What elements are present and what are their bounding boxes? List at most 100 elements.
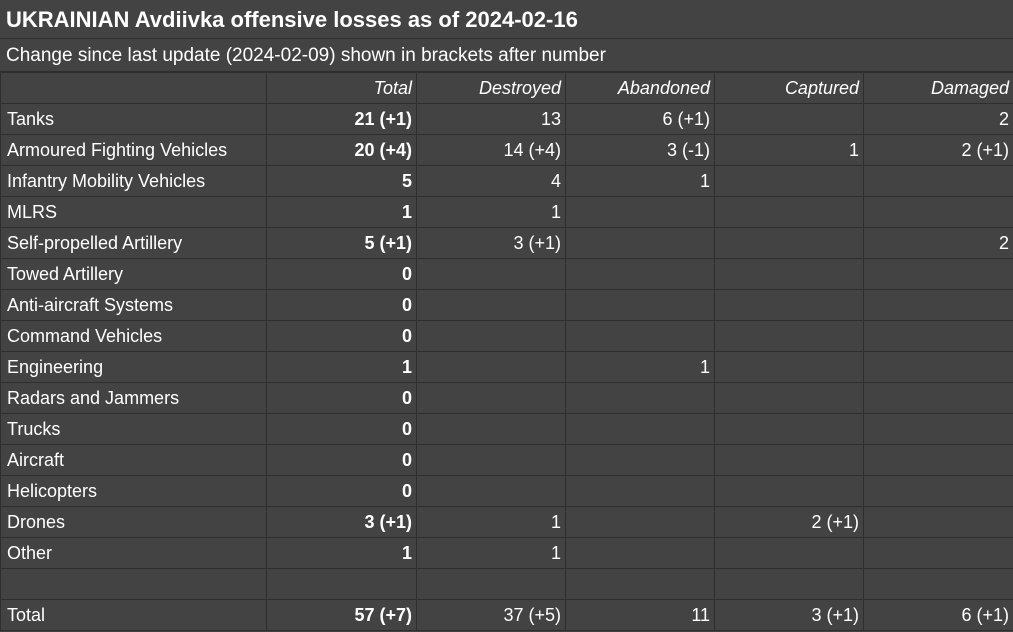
cell-captured[interactable] [714, 227, 864, 259]
cell-category[interactable]: Infantry Mobility Vehicles [0, 165, 267, 197]
cell-captured[interactable]: 3 (+1) [714, 599, 864, 631]
cell-category[interactable]: Helicopters [0, 475, 267, 507]
cell-destroyed[interactable] [416, 475, 566, 507]
cell-abandoned[interactable] [565, 475, 715, 507]
cell-category[interactable]: Tanks [0, 103, 267, 135]
cell-destroyed[interactable]: 1 [416, 196, 566, 228]
cell-abandoned[interactable] [565, 320, 715, 352]
cell-damaged[interactable] [863, 537, 1013, 569]
cell-damaged[interactable] [863, 413, 1013, 445]
cell-abandoned[interactable]: 1 [565, 351, 715, 383]
cell-captured[interactable]: 1 [714, 134, 864, 166]
cell-captured[interactable] [714, 196, 864, 228]
header-cell-destroyed[interactable]: Destroyed [416, 72, 566, 104]
cell-captured[interactable] [714, 165, 864, 197]
cell-category[interactable]: Aircraft [0, 444, 267, 476]
cell-damaged[interactable] [863, 382, 1013, 414]
cell-destroyed[interactable] [416, 444, 566, 476]
cell-destroyed[interactable] [416, 351, 566, 383]
cell-abandoned[interactable] [565, 258, 715, 290]
cell-damaged[interactable] [863, 444, 1013, 476]
header-cell-damaged[interactable]: Damaged [863, 72, 1013, 104]
cell-captured[interactable]: 2 (+1) [714, 506, 864, 538]
empty-cell[interactable] [416, 568, 566, 600]
cell-captured[interactable] [714, 258, 864, 290]
cell-total[interactable]: 0 [266, 444, 417, 476]
cell-category[interactable]: Towed Artillery [0, 258, 267, 290]
cell-destroyed[interactable] [416, 289, 566, 321]
cell-category[interactable]: Drones [0, 506, 267, 538]
cell-destroyed[interactable]: 37 (+5) [416, 599, 566, 631]
empty-cell[interactable] [0, 568, 267, 600]
cell-category[interactable]: Self-propelled Artillery [0, 227, 267, 259]
cell-damaged[interactable] [863, 196, 1013, 228]
header-cell-category[interactable] [0, 72, 267, 104]
header-cell-abandoned[interactable]: Abandoned [565, 72, 715, 104]
cell-damaged[interactable] [863, 475, 1013, 507]
cell-abandoned[interactable] [565, 413, 715, 445]
cell-destroyed[interactable] [416, 320, 566, 352]
cell-total[interactable]: 5 [266, 165, 417, 197]
cell-category[interactable]: Armoured Fighting Vehicles [0, 134, 267, 166]
cell-abandoned[interactable] [565, 444, 715, 476]
cell-total[interactable]: 0 [266, 258, 417, 290]
cell-destroyed[interactable] [416, 382, 566, 414]
cell-captured[interactable] [714, 382, 864, 414]
cell-abandoned[interactable]: 11 [565, 599, 715, 631]
cell-captured[interactable] [714, 413, 864, 445]
cell-damaged[interactable] [863, 506, 1013, 538]
cell-total[interactable]: 3 (+1) [266, 506, 417, 538]
empty-cell[interactable] [266, 568, 417, 600]
cell-total[interactable]: 1 [266, 351, 417, 383]
cell-total[interactable]: 1 [266, 196, 417, 228]
cell-captured[interactable] [714, 444, 864, 476]
cell-category[interactable]: Anti-aircraft Systems [0, 289, 267, 321]
cell-total[interactable]: 1 [266, 537, 417, 569]
cell-total[interactable]: 21 (+1) [266, 103, 417, 135]
cell-abandoned[interactable] [565, 382, 715, 414]
cell-abandoned[interactable]: 6 (+1) [565, 103, 715, 135]
cell-category[interactable]: Command Vehicles [0, 320, 267, 352]
cell-damaged[interactable] [863, 165, 1013, 197]
cell-captured[interactable] [714, 320, 864, 352]
cell-destroyed[interactable]: 1 [416, 537, 566, 569]
cell-destroyed[interactable] [416, 413, 566, 445]
cell-destroyed[interactable]: 4 [416, 165, 566, 197]
empty-cell[interactable] [863, 568, 1013, 600]
cell-total[interactable]: 0 [266, 320, 417, 352]
cell-abandoned[interactable] [565, 196, 715, 228]
cell-captured[interactable] [714, 289, 864, 321]
cell-total[interactable]: 0 [266, 382, 417, 414]
cell-total[interactable]: 20 (+4) [266, 134, 417, 166]
cell-damaged[interactable]: 2 (+1) [863, 134, 1013, 166]
cell-captured[interactable] [714, 537, 864, 569]
cell-category[interactable]: MLRS [0, 196, 267, 228]
empty-cell[interactable] [565, 568, 715, 600]
cell-total[interactable]: 0 [266, 289, 417, 321]
sheet-subtitle[interactable]: Change since last update (2024-02-09) sh… [0, 39, 1013, 72]
cell-destroyed[interactable]: 3 (+1) [416, 227, 566, 259]
cell-damaged[interactable] [863, 351, 1013, 383]
cell-captured[interactable] [714, 475, 864, 507]
cell-total[interactable]: 5 (+1) [266, 227, 417, 259]
cell-total[interactable]: 0 [266, 413, 417, 445]
cell-damaged[interactable] [863, 289, 1013, 321]
cell-category[interactable]: Engineering [0, 351, 267, 383]
cell-captured[interactable] [714, 103, 864, 135]
cell-destroyed[interactable]: 13 [416, 103, 566, 135]
cell-category[interactable]: Total [0, 599, 267, 631]
cell-damaged[interactable] [863, 320, 1013, 352]
cell-total[interactable]: 57 (+7) [266, 599, 417, 631]
header-cell-captured[interactable]: Captured [714, 72, 864, 104]
cell-abandoned[interactable]: 3 (-1) [565, 134, 715, 166]
cell-damaged[interactable]: 2 [863, 103, 1013, 135]
cell-abandoned[interactable] [565, 289, 715, 321]
empty-cell[interactable] [714, 568, 864, 600]
cell-abandoned[interactable] [565, 537, 715, 569]
cell-abandoned[interactable]: 1 [565, 165, 715, 197]
cell-total[interactable]: 0 [266, 475, 417, 507]
cell-category[interactable]: Trucks [0, 413, 267, 445]
cell-destroyed[interactable]: 1 [416, 506, 566, 538]
cell-category[interactable]: Other [0, 537, 267, 569]
cell-destroyed[interactable] [416, 258, 566, 290]
